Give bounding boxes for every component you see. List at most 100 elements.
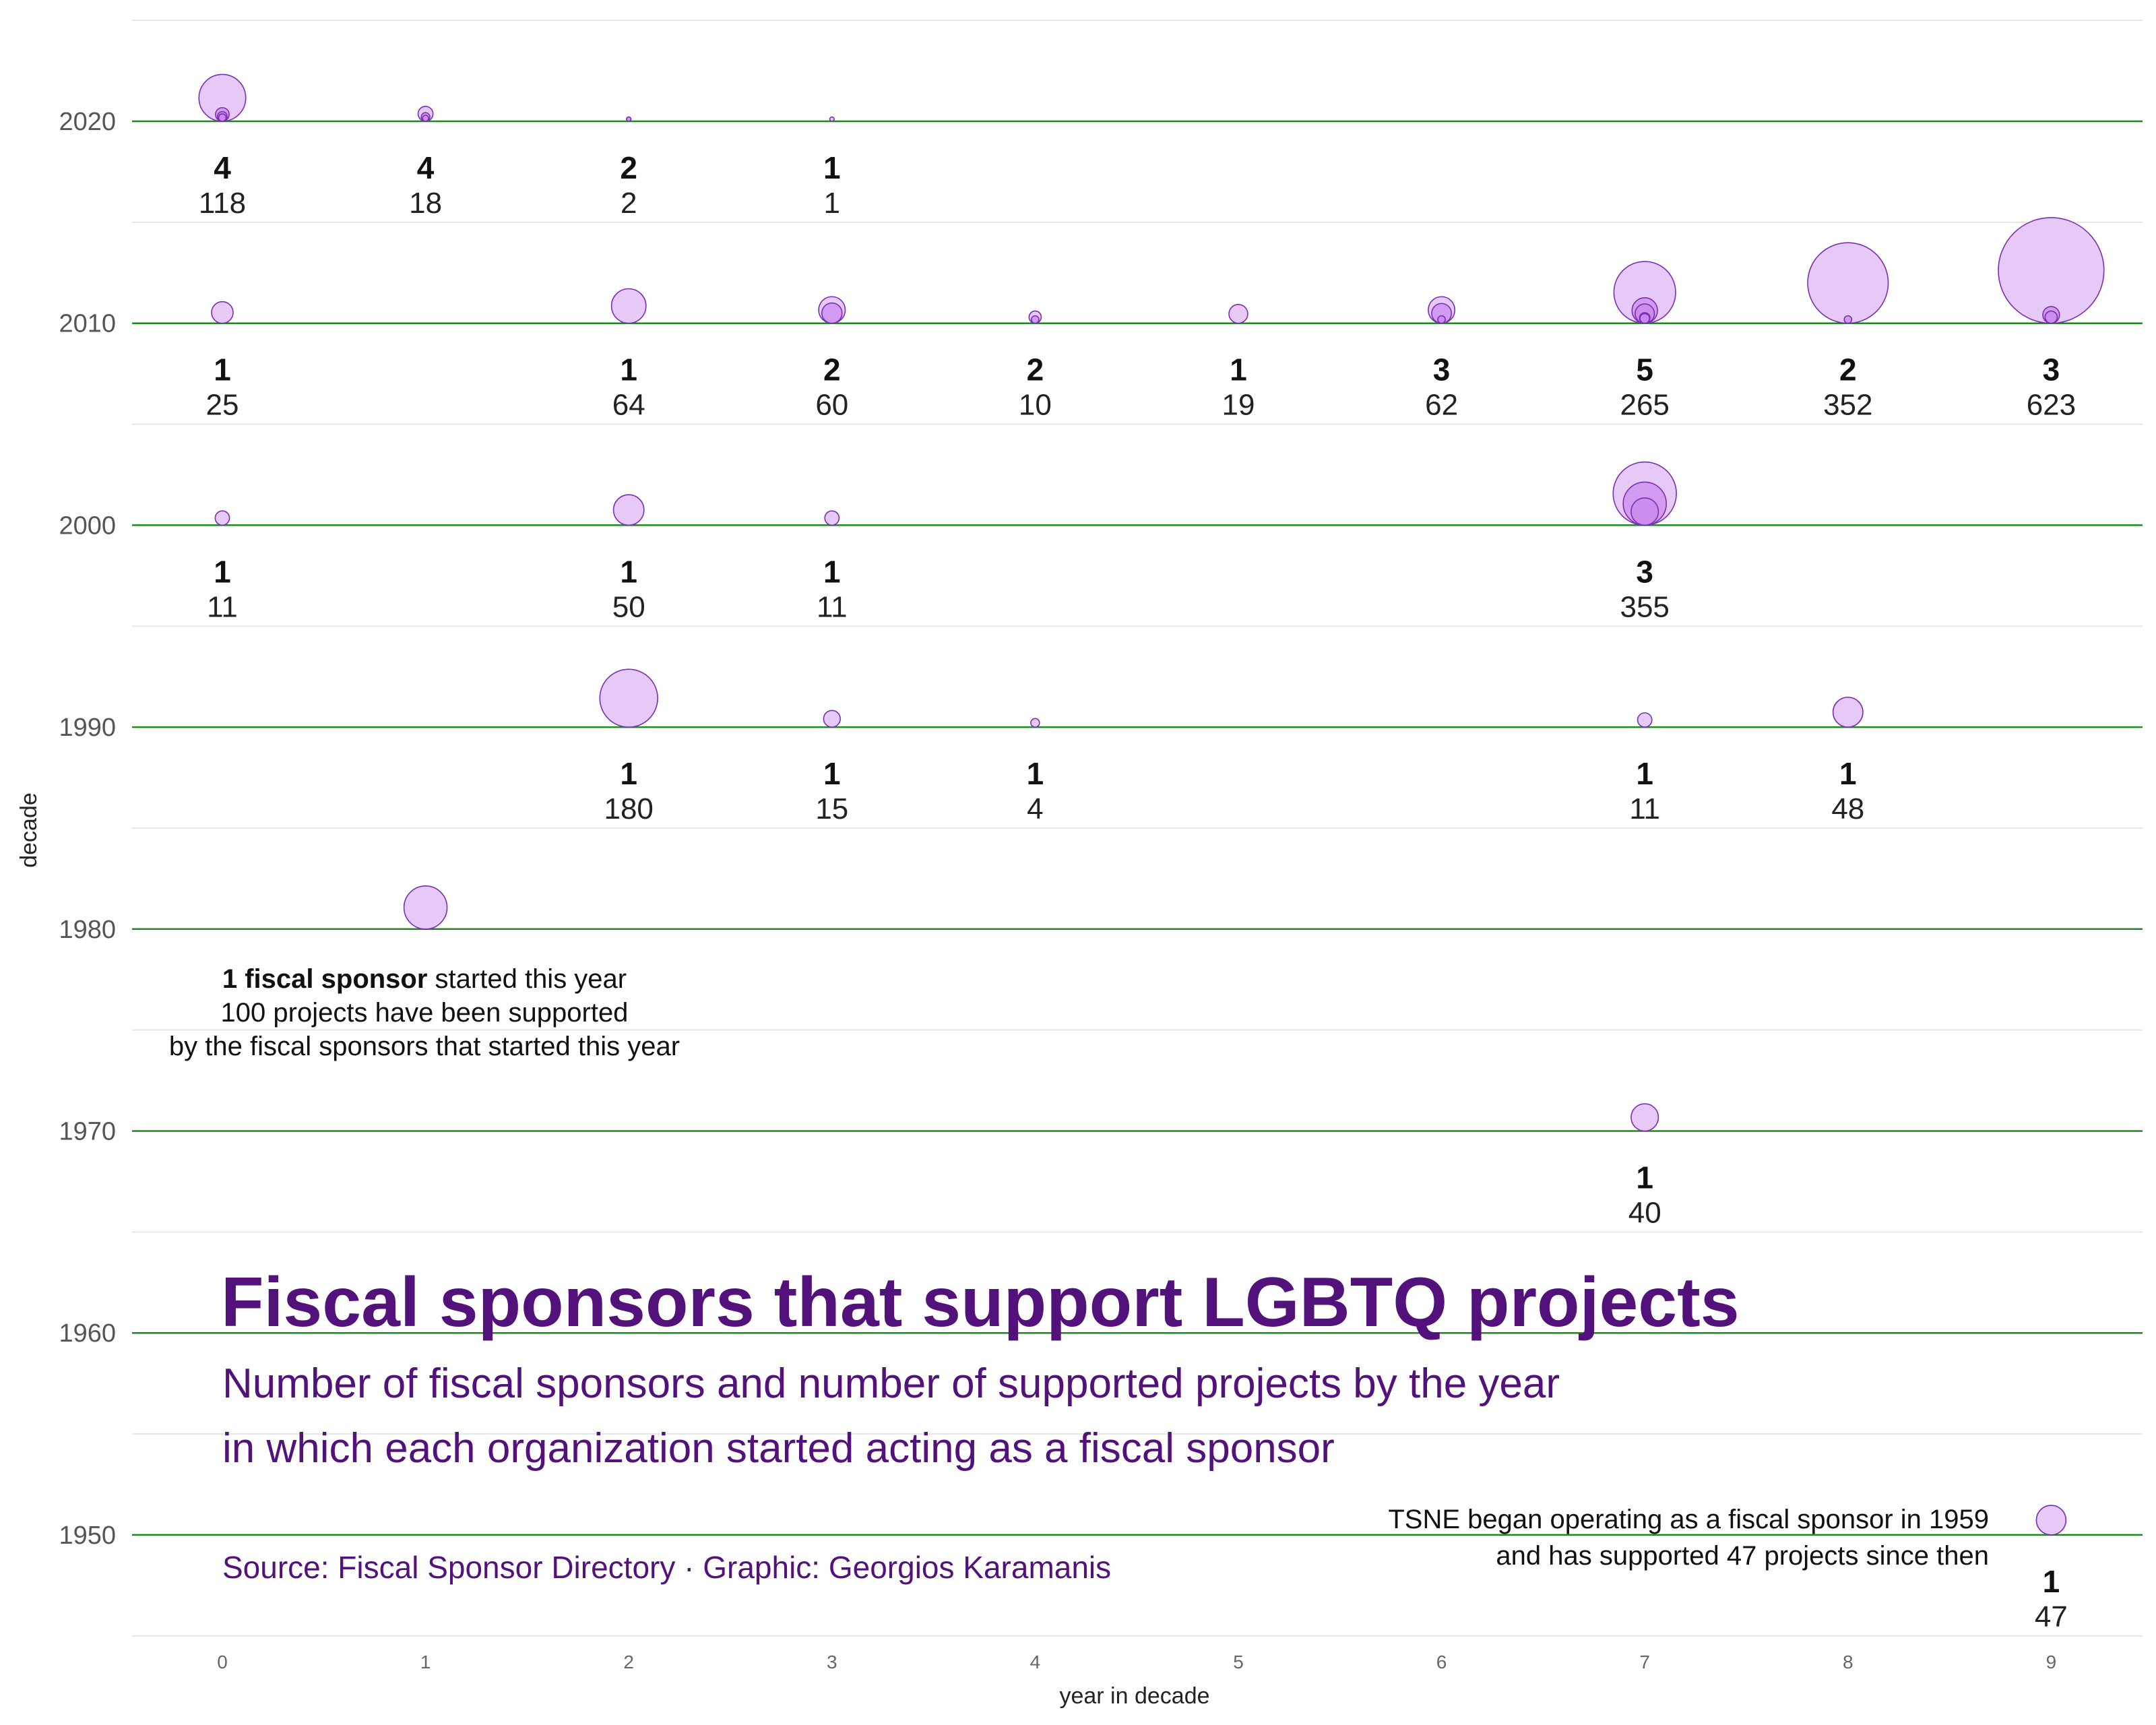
sponsor-count-2010-4: 2 — [1027, 352, 1044, 387]
sponsor-count-2010-0: 1 — [214, 352, 231, 387]
title-block: Fiscal sponsors that support LGBTQ proje… — [221, 1263, 1740, 1585]
sponsor-count-2000-3: 1 — [823, 554, 841, 589]
axis-layer: year in decade decade — [16, 792, 1210, 1709]
bubble-layer — [198, 73, 2105, 1536]
sponsor-count-1970-7: 1 — [1636, 1160, 1653, 1195]
sponsor-count-2000-7: 3 — [1636, 554, 1653, 589]
project-count-2020-0: 118 — [199, 187, 246, 220]
label-layer: 4118418221112516426021011936252652352362… — [199, 150, 2076, 1633]
sponsor-count-2020-3: 1 — [823, 150, 841, 185]
project-count-1970-7: 40 — [1628, 1197, 1661, 1230]
bubble-1990-7-0 — [1637, 712, 1653, 728]
project-count-2020-2: 2 — [621, 187, 637, 220]
project-count-1990-3: 15 — [815, 792, 848, 825]
project-count-1990-8: 48 — [1831, 792, 1864, 825]
bubble-2010-6-2 — [1437, 315, 1446, 324]
bubble-1990-4-0 — [1030, 718, 1040, 728]
project-count-1950-9: 47 — [2035, 1600, 2068, 1633]
bubble-1950-9-0 — [2035, 1505, 2067, 1536]
project-count-2010-3: 60 — [815, 389, 848, 422]
project-count-2010-9: 623 — [2027, 389, 2076, 422]
project-count-2020-1: 18 — [409, 187, 442, 220]
chart-subtitle-line1: Number of fiscal sponsors and number of … — [222, 1360, 1560, 1407]
sponsor-count-1990-8: 1 — [1839, 756, 1857, 791]
bubble-2000-3-0 — [824, 510, 840, 526]
sponsor-count-2000-0: 1 — [214, 554, 231, 589]
bubble-2000-0-0 — [214, 510, 230, 526]
sponsor-count-1990-2: 1 — [620, 756, 637, 791]
bubble-2010-9-2 — [2044, 310, 2058, 324]
bubble-2020-0-3 — [218, 113, 227, 122]
annotation-1980: 1 fiscal sponsor started this year 100 p… — [169, 964, 680, 1061]
project-count-2010-4: 10 — [1019, 389, 1052, 422]
project-count-2010-0: 25 — [206, 389, 239, 422]
x-tick-label-6: 6 — [1436, 1652, 1447, 1672]
sponsor-count-2010-6: 3 — [1433, 352, 1451, 387]
annotation-1980-line3: by the fiscal sponsors that started this… — [169, 1032, 680, 1061]
annotation-tsne-line1: TSNE began operating as a fiscal sponsor… — [1388, 1505, 1989, 1534]
bubble-1980-1-0 — [403, 885, 448, 930]
sponsor-count-2010-8: 2 — [1839, 352, 1857, 387]
y-tick-label-1970: 1970 — [59, 1118, 116, 1146]
bubble-2010-3-1 — [821, 302, 843, 324]
sponsor-count-1990-7: 1 — [1636, 756, 1653, 791]
x-axis-label: year in decade — [1059, 1683, 1209, 1709]
bubble-2010-7-4 — [1639, 313, 1651, 324]
annotation-1980-bold: 1 fiscal sponsor — [222, 964, 428, 994]
annotation-1980-rest: started this year — [427, 964, 627, 994]
x-tick-label-8: 8 — [1843, 1652, 1853, 1672]
bubble-1990-8-0 — [1832, 696, 1864, 728]
sponsor-count-2010-7: 5 — [1636, 352, 1653, 387]
sponsor-count-2020-1: 4 — [417, 150, 435, 185]
bubble-2010-0-0 — [211, 301, 234, 324]
annotation-tsne: TSNE began operating as a fiscal sponsor… — [1388, 1505, 1989, 1571]
bubble-2010-4-1 — [1031, 315, 1040, 324]
bubble-2010-5-0 — [1228, 304, 1248, 324]
x-tick-label-0: 0 — [217, 1652, 228, 1672]
y-tick-label-2000: 2000 — [59, 511, 116, 540]
sponsor-count-1990-4: 1 — [1027, 756, 1044, 791]
project-count-1990-4: 4 — [1027, 792, 1043, 825]
sponsor-count-2010-3: 2 — [823, 352, 841, 387]
y-tick-label-1960: 1960 — [59, 1319, 116, 1348]
bubble-2000-7-2 — [1630, 497, 1659, 526]
y-axis-label: decade — [16, 792, 42, 868]
x-tick-label-4: 4 — [1030, 1652, 1041, 1672]
y-tick-label-1950: 1950 — [59, 1522, 116, 1550]
chart-subtitle-line2: in which each organization started actin… — [222, 1425, 1335, 1472]
project-count-2000-0: 11 — [207, 590, 238, 623]
bubble-2010-8-1 — [1843, 315, 1853, 324]
bubble-1990-3-0 — [823, 710, 841, 728]
y-tick-label-1980: 1980 — [59, 916, 116, 944]
x-tick-label-5: 5 — [1233, 1652, 1244, 1672]
x-tick-label-7: 7 — [1639, 1652, 1650, 1672]
y-tick-label-1990: 1990 — [59, 714, 116, 742]
bubble-2010-8-0 — [1807, 242, 1889, 324]
project-count-2010-7: 265 — [1620, 389, 1669, 422]
sponsor-count-2010-9: 3 — [2043, 352, 2060, 387]
x-tick-label-3: 3 — [827, 1652, 837, 1672]
bubble-2020-1-2 — [422, 115, 429, 122]
annotation-1980-line2: 100 projects have been supported — [221, 998, 629, 1028]
sponsor-count-2010-2: 1 — [620, 352, 637, 387]
project-count-2010-5: 19 — [1222, 389, 1255, 422]
y-tick-label-2020: 2020 — [59, 108, 116, 136]
annotation-1980-line1: 1 fiscal sponsor started this year — [222, 964, 627, 994]
bubble-2020-3-0 — [829, 116, 835, 122]
project-count-1990-2: 180 — [604, 792, 653, 825]
project-count-1990-7: 11 — [1629, 792, 1660, 825]
sponsor-count-2020-0: 4 — [214, 150, 231, 185]
bubble-2020-2-1 — [626, 116, 632, 122]
project-count-2010-2: 64 — [612, 389, 645, 422]
sponsor-count-1990-3: 1 — [823, 756, 841, 791]
sponsor-count-2020-2: 2 — [620, 150, 637, 185]
x-tick-label-2: 2 — [623, 1652, 634, 1672]
bubble-2000-2-0 — [612, 494, 645, 526]
sponsor-count-2000-2: 1 — [620, 554, 637, 589]
bubble-1970-7-0 — [1630, 1103, 1659, 1132]
chart-title: Fiscal sponsors that support LGBTQ proje… — [221, 1263, 1740, 1342]
project-count-2010-8: 352 — [1823, 389, 1872, 422]
project-count-2000-2: 50 — [612, 590, 645, 623]
project-count-2020-3: 1 — [824, 187, 840, 220]
